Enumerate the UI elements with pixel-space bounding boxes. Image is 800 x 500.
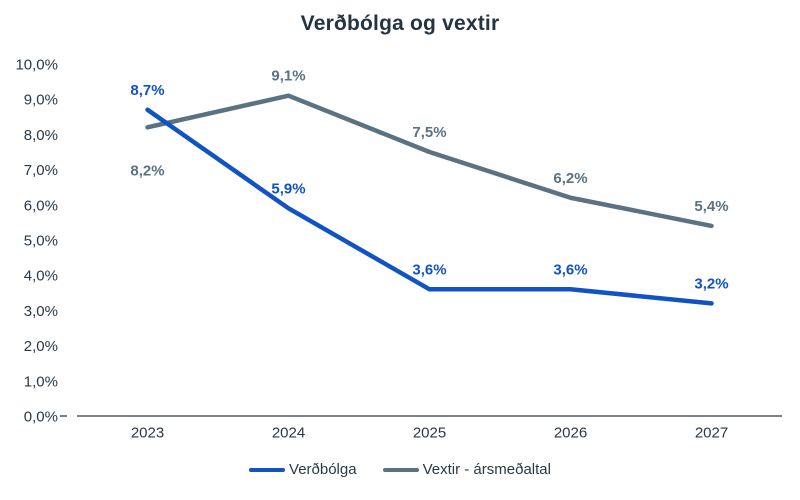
x-axis-tick-label: 2025: [413, 425, 446, 442]
legend-line-swatch: [382, 467, 419, 472]
data-label-0-2023: 8,7%: [130, 82, 164, 99]
series-line-0: [145, 107, 714, 306]
y-axis-tick-label: 10,0%: [15, 57, 58, 74]
legend-line-swatch: [249, 467, 286, 472]
legend-item-1: Vextir - ársmeðaltal: [382, 461, 551, 478]
legend-item-0: Verðbólga: [249, 461, 357, 478]
data-label-1-2023: 8,2%: [130, 162, 164, 179]
x-axis-tick-label: 2024: [272, 425, 305, 442]
data-label-1-2026: 6,2%: [553, 170, 587, 187]
legend-label: Verðbólga: [289, 461, 357, 478]
data-label-0-2026: 3,6%: [553, 261, 587, 278]
legend-label: Vextir - ársmeðaltal: [422, 461, 551, 478]
y-axis-tick-label: 3,0%: [24, 303, 58, 320]
y-axis-tick-label: 9,0%: [24, 92, 58, 109]
line-chart-plot: 0,0% 1,0% 2,0% 3,0% 4,0% 5,0% 6,0% 7,0% 8,0% 9,0%…: [15, 57, 782, 442]
data-label-1-2024: 9,1%: [271, 68, 305, 85]
y-axis-tick-label: 0,0%: [24, 409, 58, 426]
y-axis-tick-label: 6,0%: [24, 197, 58, 214]
series-line-1: [145, 93, 714, 229]
y-axis-tick-label: 5,0%: [24, 233, 58, 250]
x-axis-tick-label: 2026: [554, 425, 587, 442]
data-label-0-2027: 3,2%: [694, 275, 728, 292]
y-axis-tick-label: 2,0%: [24, 338, 58, 355]
y-axis-tick-label: 1,0%: [24, 373, 58, 390]
chart-title: Verðbólga og vextir: [300, 12, 500, 35]
data-label-1-2027: 5,4%: [694, 198, 728, 215]
y-axis-tick-label: 7,0%: [24, 162, 58, 179]
data-label-0-2024: 5,9%: [271, 180, 305, 197]
data-label-1-2025: 7,5%: [412, 124, 446, 141]
x-axis-tick-label: 2027: [695, 425, 728, 442]
y-axis-tick-label: 4,0%: [24, 268, 58, 285]
data-label-0-2025: 3,6%: [412, 261, 446, 278]
y-axis-tick-label: 8,0%: [24, 127, 58, 144]
chart-legend: Verðbólga Vextir - ársmeðaltal: [0, 461, 800, 478]
x-axis-tick-label: 2023: [131, 425, 164, 442]
